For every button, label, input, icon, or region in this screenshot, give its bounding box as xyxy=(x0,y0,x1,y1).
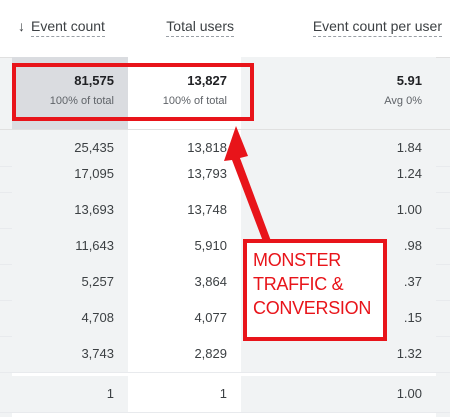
event-count-cell: 11,643 xyxy=(12,228,128,264)
event-count-cell: 17,095 xyxy=(12,156,128,192)
total-event-count-per-user: 5.91 Avg 0% xyxy=(241,57,436,129)
total-event-count-value: 81,575 xyxy=(74,73,114,88)
total-event-count-subtext: 100% of total xyxy=(49,95,114,107)
total-users-value: 13,827 xyxy=(187,73,227,88)
header-event-count-per-user[interactable]: Event count per user xyxy=(241,18,442,37)
totals-row: 81,575 100% of total 13,827 100% of tota… xyxy=(0,57,450,130)
total-users-cell: 1 xyxy=(128,376,241,412)
total-users-subtext: 100% of total xyxy=(162,95,227,107)
total-users-cell: 3,864 xyxy=(128,264,241,300)
table-header: ↓ Event count Total users Event count per… xyxy=(0,0,450,58)
per-user-cell: 1.32 xyxy=(241,336,436,372)
total-event-count: 81,575 100% of total xyxy=(12,57,128,129)
annotation-line-1: MONSTER xyxy=(253,250,341,270)
right-column-stripe xyxy=(436,0,450,417)
event-count-cell: 1 xyxy=(12,376,128,412)
header-event-count-per-user-label: Event count per user xyxy=(312,18,442,37)
per-user-cell: 1.00 xyxy=(241,192,436,228)
total-users-cell: 4,077 xyxy=(128,300,241,336)
per-user-cell: 1.24 xyxy=(241,156,436,192)
table-row[interactable]: 3,743 2,829 1.32 xyxy=(0,336,450,373)
table-row[interactable]: 17,095 13,793 1.24 xyxy=(0,156,450,193)
total-users-cell: 13,748 xyxy=(128,192,241,228)
total-users: 13,827 100% of total xyxy=(128,57,241,129)
event-count-cell: 4,708 xyxy=(12,300,128,336)
event-count-cell: 3,743 xyxy=(12,336,128,372)
annotation-callout: MONSTER TRAFFIC & CONVERSION xyxy=(243,239,387,341)
event-count-cell: 5,257 xyxy=(12,264,128,300)
arrow-down-icon: ↓ xyxy=(18,18,25,34)
total-per-user-value: 5.91 xyxy=(396,73,422,88)
header-event-count-label: Event count xyxy=(31,18,105,37)
annotation-line-3: CONVERSION xyxy=(253,298,372,318)
left-column-stripe xyxy=(0,0,12,417)
total-per-user-subtext: Avg 0% xyxy=(384,95,422,107)
header-total-users[interactable]: Total users xyxy=(128,18,234,37)
header-total-users-label: Total users xyxy=(166,18,234,37)
table-row[interactable]: 13,693 13,748 1.00 xyxy=(0,192,450,229)
total-users-cell: 2,829 xyxy=(128,336,241,372)
annotation-line-2: TRAFFIC & xyxy=(253,274,344,294)
per-user-cell: 1.00 xyxy=(241,376,436,412)
total-users-cell: 5,910 xyxy=(128,228,241,264)
total-users-cell: 13,793 xyxy=(128,156,241,192)
event-count-cell: 13,693 xyxy=(12,192,128,228)
header-event-count[interactable]: ↓ Event count xyxy=(18,18,112,37)
table-row[interactable]: 1 1 1.00 xyxy=(0,376,450,413)
